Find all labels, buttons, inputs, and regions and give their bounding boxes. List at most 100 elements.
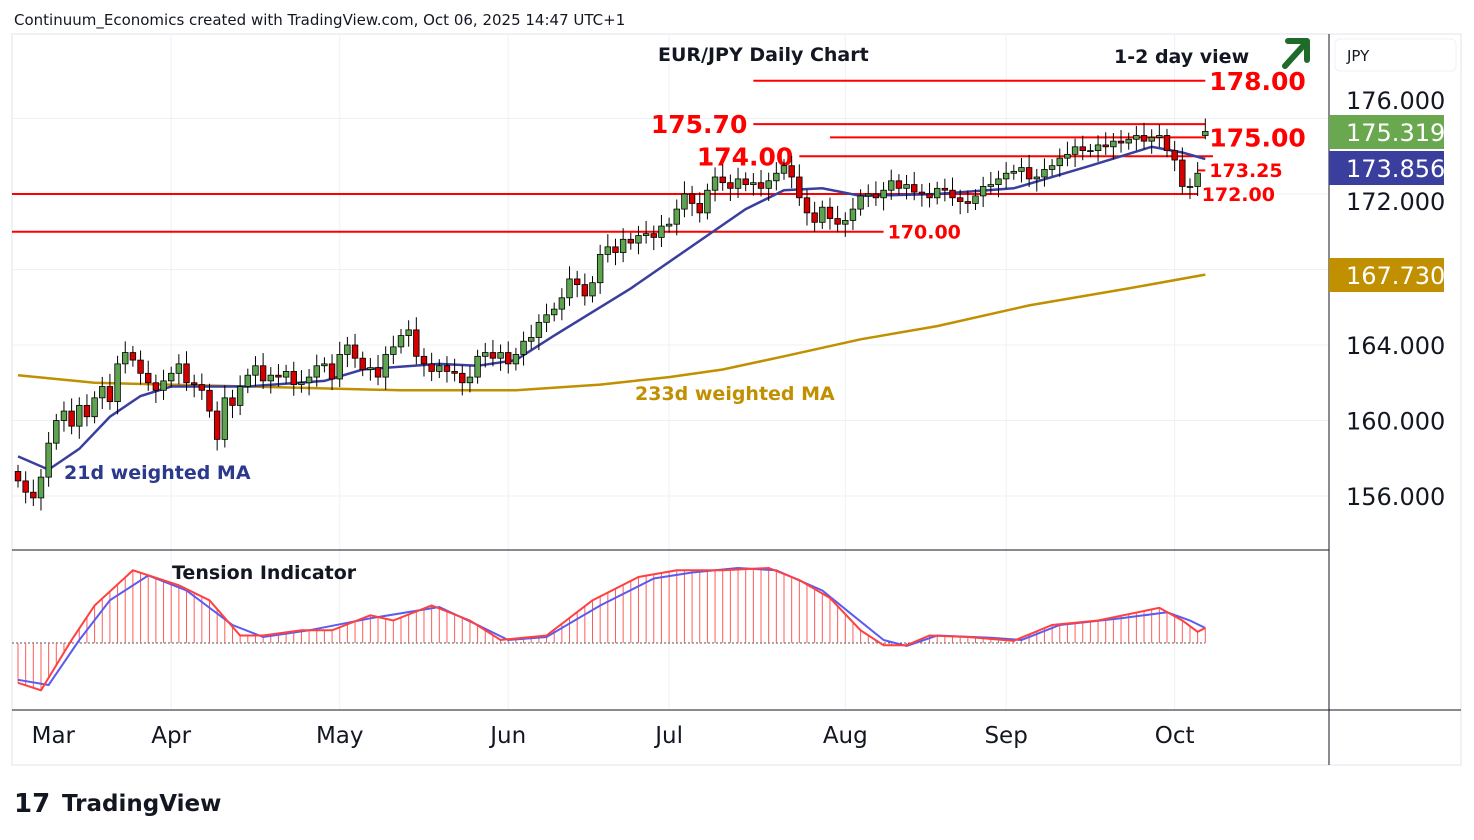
candle-body	[1010, 170, 1017, 174]
candle	[650, 225, 657, 251]
candle-body	[964, 201, 972, 204]
candle	[359, 351, 366, 377]
candle-body	[459, 372, 466, 384]
candle	[505, 341, 512, 374]
time-axis[interactable]: Mar Apr May Jun Jul Aug Sep Oct	[32, 723, 1195, 749]
level-label: 175.00	[1209, 123, 1305, 152]
candle	[1033, 168, 1040, 192]
candle	[428, 352, 435, 382]
candle	[849, 197, 857, 231]
candle-body	[190, 382, 198, 386]
candle	[1148, 129, 1155, 154]
candle	[382, 346, 389, 390]
candle	[497, 344, 504, 371]
currency-button[interactable]	[1334, 38, 1457, 72]
candle	[106, 373, 114, 410]
level-label: 178.00	[1209, 67, 1305, 96]
candle	[719, 164, 726, 191]
candle-body	[566, 278, 573, 299]
time-tick-label: Oct	[1155, 723, 1195, 749]
candle	[796, 164, 803, 206]
candle-body	[995, 178, 1002, 185]
price-axis[interactable]: 176.000 172.000 164.000 160.000 156.000	[1346, 87, 1445, 511]
candle	[566, 266, 573, 306]
candle-body	[727, 182, 734, 189]
candle	[964, 190, 972, 214]
candle-body	[382, 354, 389, 378]
candle	[918, 183, 926, 207]
candle-body	[880, 189, 887, 199]
candle-body	[30, 491, 37, 499]
candle	[1156, 124, 1163, 148]
candle-body	[842, 220, 849, 225]
candle-body	[865, 193, 872, 197]
candle-body	[236, 386, 244, 406]
candle-body	[596, 253, 604, 284]
tension-histogram	[17, 568, 1206, 691]
level-label: 170.00	[888, 222, 961, 244]
candle	[803, 189, 811, 226]
tradingview-logo[interactable]: 17 TradingView	[14, 789, 221, 819]
candle	[558, 288, 566, 321]
candle	[267, 367, 274, 394]
candle-body	[267, 374, 274, 382]
candle-body	[627, 238, 634, 244]
candle-body	[45, 442, 52, 478]
candle	[53, 413, 60, 450]
candle	[1186, 178, 1194, 200]
candle	[972, 189, 979, 211]
candle-body	[252, 365, 259, 376]
candle	[589, 276, 596, 303]
candle-body	[719, 176, 726, 184]
candle	[282, 364, 290, 384]
candle	[236, 375, 244, 416]
candle	[551, 302, 558, 322]
candle-body	[114, 363, 121, 403]
candle	[390, 335, 397, 365]
candle-body	[665, 223, 673, 227]
candle-body	[520, 340, 527, 355]
candle	[183, 351, 190, 391]
candle-body	[474, 355, 481, 378]
svg-text:173.856: 173.856	[1346, 155, 1445, 183]
candle-body	[122, 352, 129, 365]
candle-body	[979, 186, 987, 197]
candle-body	[145, 372, 152, 384]
candle-body	[1140, 135, 1148, 142]
candle	[1079, 135, 1086, 161]
candle	[83, 394, 91, 427]
price-tick-label: 156.000	[1346, 483, 1445, 511]
candle	[1110, 133, 1117, 160]
candle	[658, 214, 665, 248]
candle-body	[696, 203, 703, 214]
candle-body	[1002, 172, 1010, 180]
candle-body	[642, 233, 650, 236]
candle	[1056, 148, 1063, 177]
candle	[865, 184, 872, 208]
candle	[1025, 154, 1033, 188]
candle-body	[888, 180, 895, 191]
candle-body	[37, 476, 45, 499]
candle	[336, 341, 343, 388]
candle-body	[650, 233, 657, 238]
candle-body	[83, 404, 91, 418]
candle-body	[803, 197, 811, 214]
candle-body	[420, 355, 428, 365]
candle-body	[604, 246, 612, 255]
candle	[612, 238, 619, 266]
candle-body	[1056, 157, 1063, 167]
candle-body	[1048, 165, 1056, 170]
candle	[152, 374, 160, 403]
candle	[941, 178, 949, 202]
candle-body	[742, 178, 749, 185]
candle	[259, 353, 267, 389]
candle-body	[788, 165, 795, 178]
candle	[688, 185, 696, 217]
candle	[190, 374, 198, 398]
candle-body	[1041, 169, 1048, 178]
candle-body	[137, 359, 144, 374]
candle	[903, 174, 910, 200]
candle-body	[275, 374, 282, 378]
candle	[198, 373, 206, 400]
price-tick-label: 160.000	[1346, 408, 1445, 436]
